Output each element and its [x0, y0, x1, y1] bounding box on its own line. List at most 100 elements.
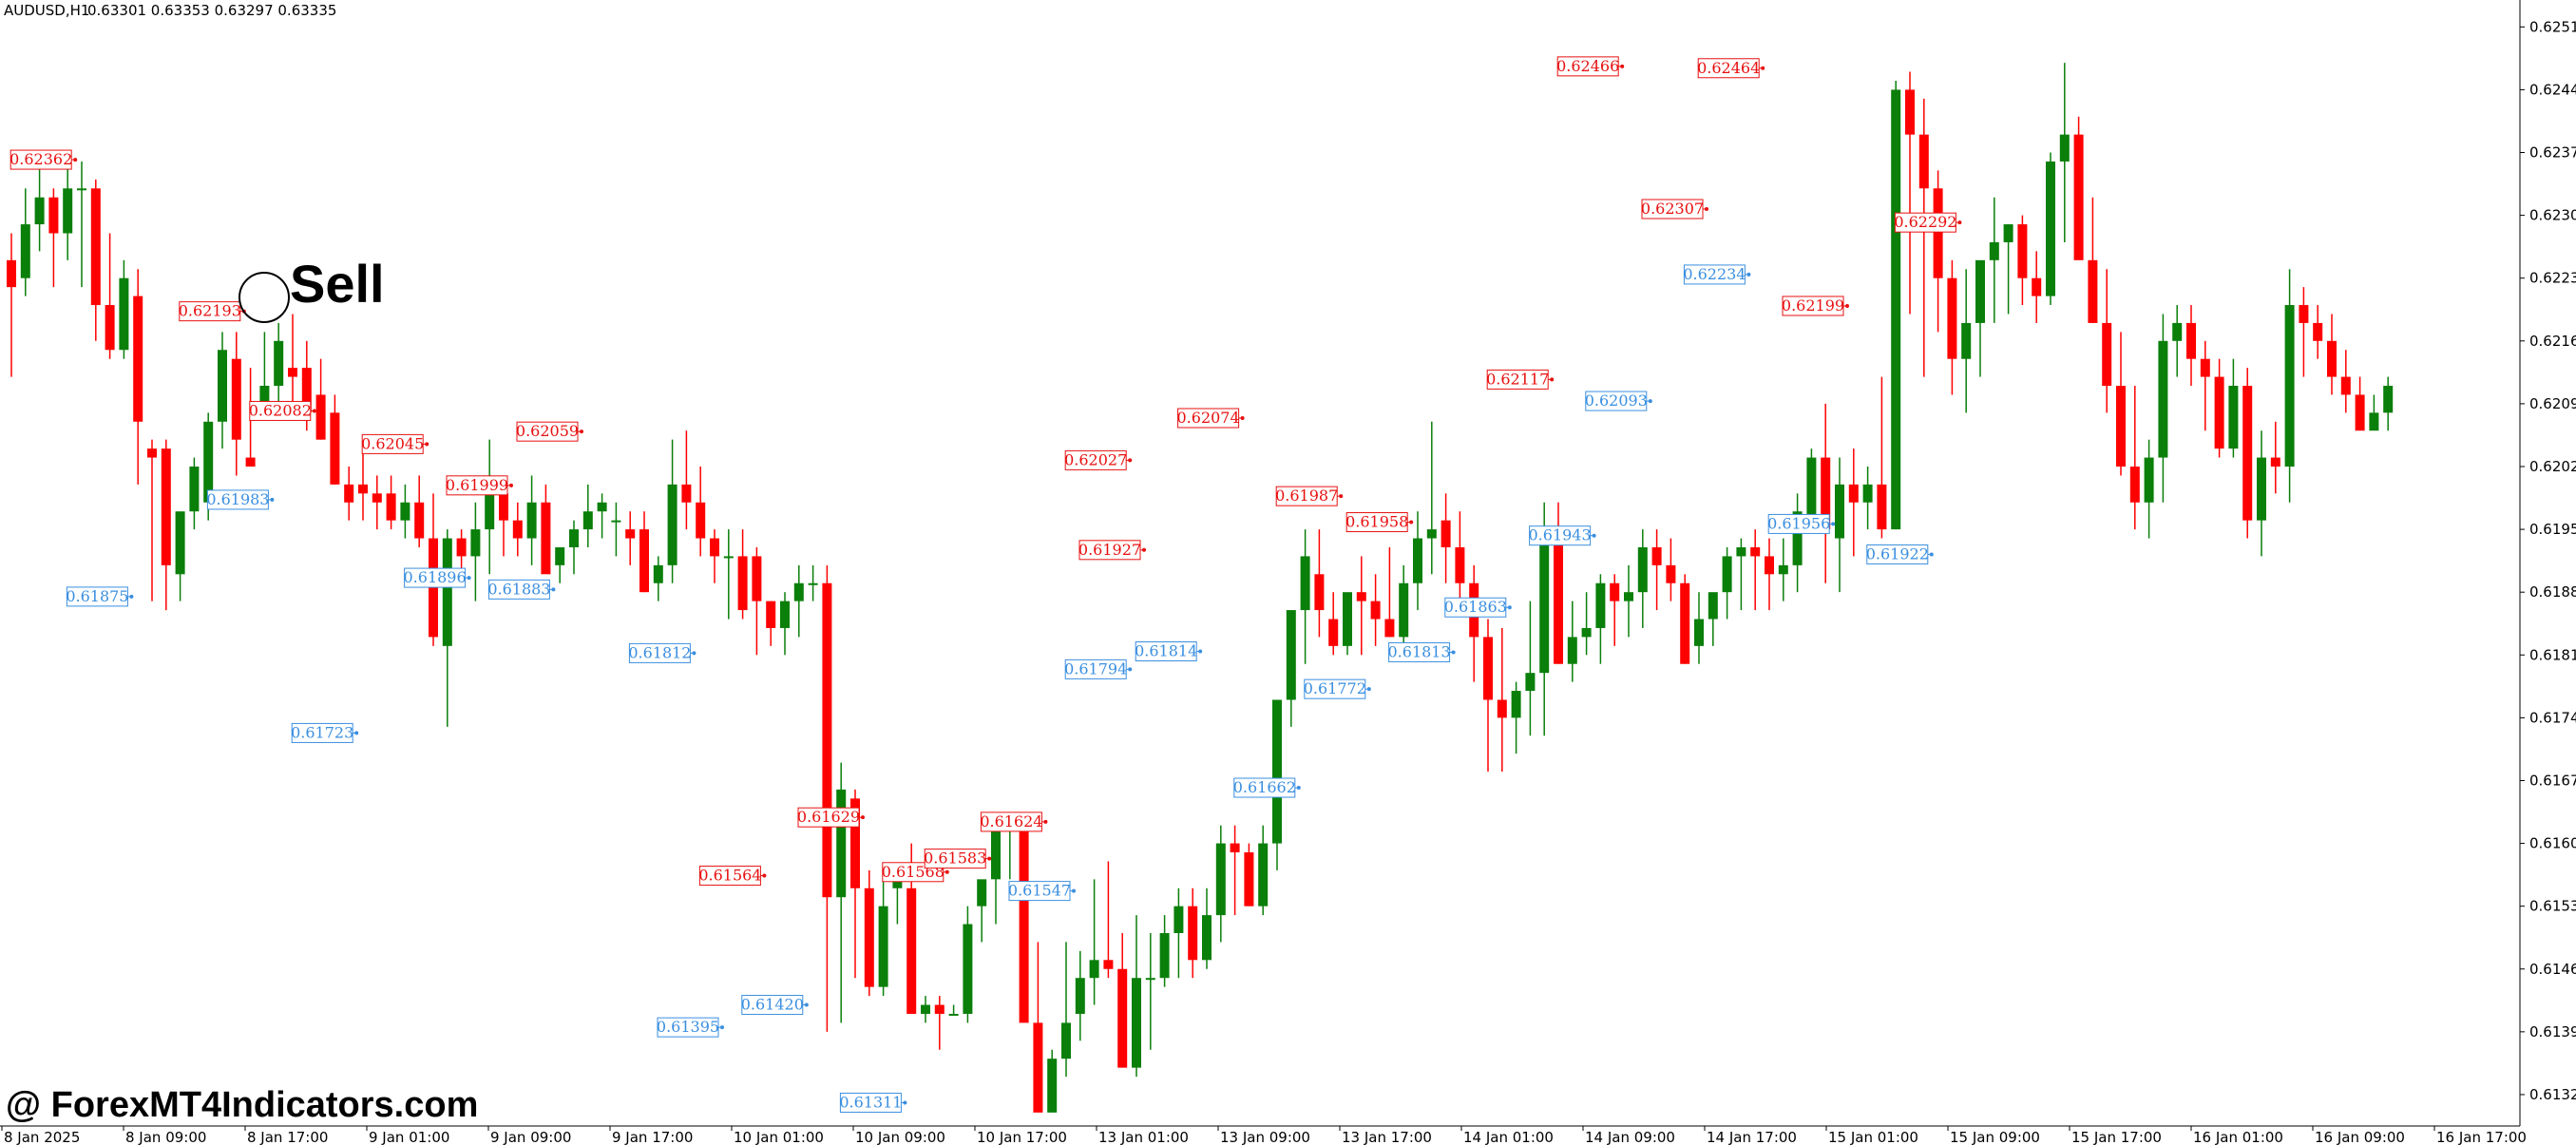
- candle-body: [231, 358, 241, 440]
- level-box: [1585, 391, 1648, 411]
- time-axis[interactable]: 8 Jan 2025 8 Jan 09:00 8 Jan 17:00 9 Jan 01…: [0, 1125, 2527, 1145]
- candle-body: [1918, 134, 1929, 189]
- candle-body: [7, 259, 16, 288]
- candle-body: [1610, 582, 1620, 601]
- candle: [1286, 610, 1296, 727]
- level-value: 0.61958: [1345, 513, 1408, 531]
- level-value: 0.61896: [404, 568, 467, 586]
- level-box: [1177, 408, 1240, 429]
- candle-body: [2284, 305, 2295, 467]
- candle-body: [2144, 457, 2154, 503]
- level-dot: [270, 497, 275, 502]
- level-box: [628, 642, 691, 663]
- candle-body: [1370, 601, 1381, 620]
- level-box: [179, 301, 241, 322]
- candle-body: [1497, 699, 1507, 718]
- level-dot: [1072, 888, 1076, 893]
- level-dot: [945, 869, 949, 874]
- candle: [569, 520, 579, 575]
- candle: [710, 529, 719, 583]
- resistance-label: 0.62199: [1782, 296, 1849, 316]
- candle-body: [1215, 843, 1226, 916]
- level-box: [1894, 212, 1956, 233]
- support-label: 0.61863: [1444, 597, 1512, 618]
- level-value: 0.61875: [66, 587, 128, 605]
- level-box: [1529, 525, 1592, 546]
- resistance-label: 0.61999: [446, 475, 513, 496]
- candle: [822, 564, 832, 1032]
- level-dot: [129, 594, 134, 599]
- support-label: 0.61883: [487, 579, 556, 600]
- candle: [1933, 170, 1943, 333]
- candle-body: [2257, 457, 2266, 521]
- candle: [878, 879, 888, 997]
- candle: [161, 439, 171, 611]
- candle-body: [1174, 906, 1184, 933]
- candle: [2046, 152, 2055, 306]
- candle-body: [1750, 546, 1761, 557]
- candle-body: [1300, 556, 1310, 611]
- candle: [1117, 932, 1128, 1068]
- level-dot: [1128, 458, 1133, 463]
- candle-body: [1975, 259, 1985, 323]
- candle: [1343, 592, 1352, 656]
- candle-body: [330, 412, 340, 485]
- level-box: [10, 149, 72, 170]
- candle: [1426, 421, 1437, 575]
- candle: [288, 314, 297, 404]
- candle-body: [850, 798, 860, 888]
- level-box: [1304, 678, 1366, 699]
- candle-body: [105, 305, 115, 351]
- candle: [864, 869, 874, 997]
- candle: [7, 233, 16, 377]
- time-tick-label: 14 Jan 17:00: [1707, 1129, 1797, 1145]
- candle-body: [2017, 224, 2028, 278]
- level-box: [924, 849, 986, 869]
- candle-body: [2059, 134, 2070, 162]
- candle-body: [1089, 960, 1099, 979]
- level-dot: [1240, 416, 1245, 421]
- candle: [2257, 430, 2266, 557]
- level-value: 0.61987: [1275, 487, 1338, 505]
- candle: [1441, 493, 1451, 583]
- candle: [2116, 332, 2126, 476]
- candle-body: [1258, 843, 1269, 906]
- candle-body: [442, 538, 452, 646]
- candle-body: [2340, 376, 2351, 395]
- candle: [597, 493, 607, 539]
- candle: [330, 394, 340, 485]
- level-box: [1233, 777, 1296, 798]
- candle-body: [1511, 691, 1521, 718]
- candle: [2369, 394, 2379, 431]
- candle: [1722, 546, 1732, 620]
- sell-signal-label: Sell: [290, 254, 385, 314]
- level-dot: [1409, 520, 1414, 525]
- candle-body: [414, 502, 425, 539]
- candle: [1356, 556, 1366, 656]
- candle-body: [2383, 386, 2394, 413]
- candle-body: [1680, 582, 1690, 664]
- candle: [2186, 305, 2196, 387]
- candle: [934, 996, 945, 1050]
- candle: [344, 466, 354, 521]
- candle: [667, 439, 677, 583]
- level-dot: [762, 873, 767, 878]
- level-box: [446, 475, 508, 496]
- candle: [1862, 466, 1873, 530]
- level-value: 0.62234: [1683, 265, 1746, 283]
- level-box: [66, 586, 128, 607]
- candle: [1918, 98, 1929, 377]
- candle-body: [752, 556, 762, 601]
- candle-body: [2003, 224, 2013, 242]
- candle: [1314, 529, 1325, 638]
- resistance-label: 0.61927: [1078, 540, 1146, 561]
- candle-body: [1624, 592, 1633, 601]
- support-label: 0.61983: [206, 489, 275, 510]
